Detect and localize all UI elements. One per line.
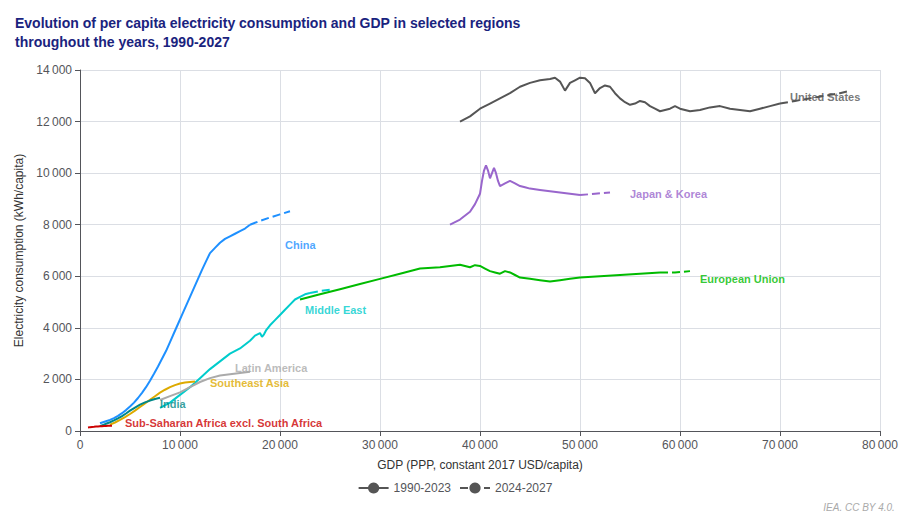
svg-text:8 000: 8 000 — [43, 218, 72, 232]
svg-text:70 000: 70 000 — [762, 438, 798, 452]
svg-text:GDP (PPP, constant 2017 USD/ca: GDP (PPP, constant 2017 USD/capita) — [377, 458, 583, 472]
svg-text:throughout the years, 1990-202: throughout the years, 1990-2027 — [15, 34, 230, 50]
svg-text:Evolution of per capita electr: Evolution of per capita electricity cons… — [15, 15, 521, 31]
svg-text:Southeast Asia: Southeast Asia — [210, 377, 290, 389]
svg-text:Middle East: Middle East — [305, 304, 366, 316]
svg-text:European Union: European Union — [700, 273, 785, 285]
svg-text:10 000: 10 000 — [36, 166, 72, 180]
svg-text:4 000: 4 000 — [43, 321, 72, 335]
svg-text:1990-2023: 1990-2023 — [394, 481, 452, 495]
svg-text:80 000: 80 000 — [862, 438, 898, 452]
svg-text:12 000: 12 000 — [36, 115, 72, 129]
svg-text:60 000: 60 000 — [662, 438, 698, 452]
svg-text:United States: United States — [790, 91, 860, 103]
svg-text:10 000: 10 000 — [162, 438, 198, 452]
svg-text:Sub-Saharan Africa excl. South: Sub-Saharan Africa excl. South Africa — [125, 417, 323, 429]
svg-text:0: 0 — [65, 424, 72, 438]
svg-text:40 000: 40 000 — [462, 438, 498, 452]
svg-text:Latin America: Latin America — [235, 362, 308, 374]
svg-text:30 000: 30 000 — [362, 438, 398, 452]
svg-text:2024-2027: 2024-2027 — [495, 481, 553, 495]
svg-text:IEA. CC BY 4.0.: IEA. CC BY 4.0. — [823, 502, 895, 513]
svg-text:Japan & Korea: Japan & Korea — [630, 188, 708, 200]
svg-text:Electricity consumption (kWh/c: Electricity consumption (kWh/capita) — [12, 154, 26, 347]
svg-text:2 000: 2 000 — [43, 372, 72, 386]
svg-text:China: China — [285, 239, 316, 251]
svg-text:6 000: 6 000 — [43, 269, 72, 283]
svg-text:India: India — [160, 398, 187, 410]
svg-text:20 000: 20 000 — [262, 438, 298, 452]
svg-text:50 000: 50 000 — [562, 438, 598, 452]
svg-text:0: 0 — [77, 438, 84, 452]
svg-text:14 000: 14 000 — [36, 63, 72, 77]
